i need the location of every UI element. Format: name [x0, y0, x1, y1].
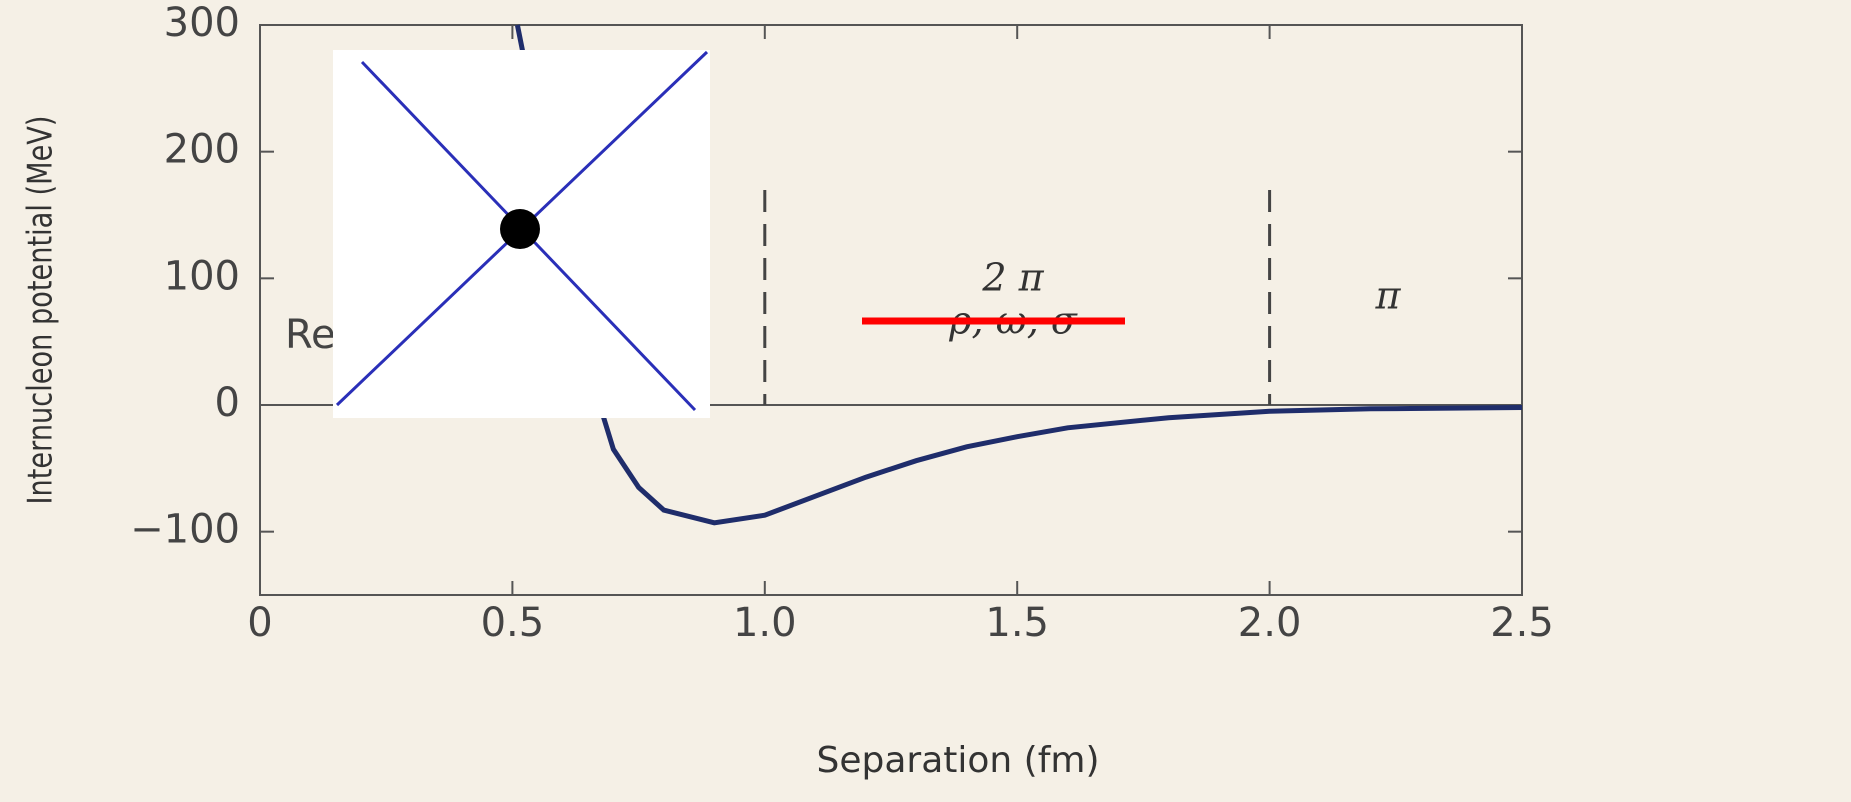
x-tick-label: 0 — [247, 600, 272, 646]
y-tick-label: 300 — [164, 0, 240, 46]
x-tick-label: 1.0 — [733, 600, 797, 646]
x-tick-label: 2.0 — [1238, 600, 1302, 646]
y-tick-label: 0 — [215, 380, 240, 426]
y-tick-label: −100 — [130, 507, 240, 553]
overlay — [333, 50, 1125, 418]
x-tick-label: 0.5 — [481, 600, 545, 646]
y-tick-label: 100 — [164, 253, 240, 299]
x-axis-label: Separation (fm) — [816, 740, 1099, 781]
region-label: 2 π — [981, 256, 1044, 300]
y-tick-label: 200 — [164, 127, 240, 173]
region-label: π — [1375, 274, 1402, 318]
x-tick-label: 1.5 — [985, 600, 1049, 646]
plot-frame — [259, 24, 1523, 596]
y-axis-label: Internucleon potential (MeV) — [20, 115, 60, 504]
region-label: Re — [285, 312, 336, 358]
x-tick-label: 2.5 — [1490, 600, 1554, 646]
center-dot — [500, 209, 540, 249]
